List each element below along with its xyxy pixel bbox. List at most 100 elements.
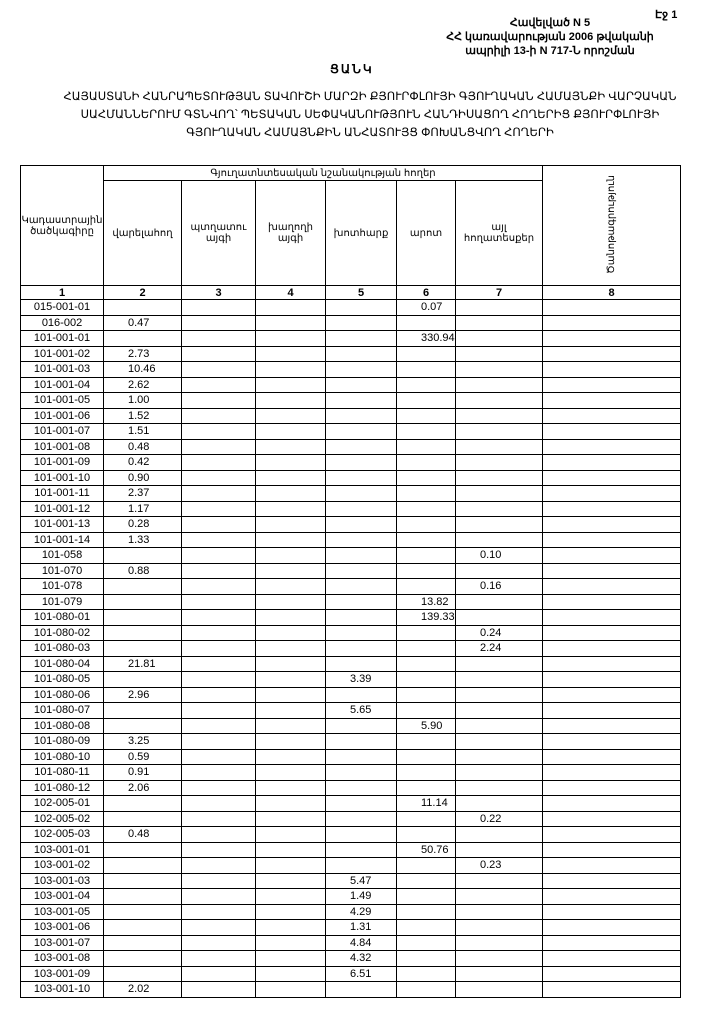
area-cell — [325, 547, 397, 564]
area-cell — [455, 330, 543, 347]
area-cell — [542, 469, 681, 486]
area-cell — [455, 500, 543, 517]
area-cell — [396, 810, 456, 827]
area-cell — [542, 795, 681, 812]
area-cell — [255, 810, 326, 827]
column-number: 6 — [396, 285, 456, 300]
header-note: Ծանոթագրություն — [542, 165, 681, 286]
area-cell — [455, 531, 543, 548]
area-cell — [396, 733, 456, 750]
area-cell — [255, 919, 326, 936]
area-cell — [181, 934, 256, 951]
column-number: 3 — [181, 285, 256, 300]
area-cell — [255, 903, 326, 920]
area-cell — [542, 903, 681, 920]
area-cell — [455, 702, 543, 719]
area-cell — [255, 748, 326, 765]
area-cell — [455, 516, 543, 533]
area-cell — [542, 299, 681, 316]
area-cell — [455, 593, 543, 610]
area-cell: 0.88 — [103, 562, 182, 579]
cadastral-code-cell: 016-002 — [20, 314, 104, 331]
area-cell — [255, 717, 326, 734]
area-cell: 3.39 — [325, 671, 397, 688]
area-cell — [455, 423, 543, 440]
cadastral-code-cell: 101-001-12 — [20, 500, 104, 517]
area-cell — [325, 795, 397, 812]
area-cell — [181, 330, 256, 347]
cadastral-code-cell: 101-001-08 — [20, 438, 104, 455]
area-cell — [396, 857, 456, 874]
area-cell: 0.42 — [103, 454, 182, 471]
area-cell: 0.47 — [103, 314, 182, 331]
area-cell: 21.81 — [103, 655, 182, 672]
table-row: 101-080-08 5.90 — [20, 717, 681, 734]
area-cell — [325, 531, 397, 548]
area-cell — [542, 376, 681, 393]
table-row: 101-001-03 10.46 — [20, 361, 681, 378]
cadastral-code-cell: 101-080-09 — [20, 733, 104, 750]
area-cell — [325, 578, 397, 595]
area-cell — [181, 748, 256, 765]
annex-line-3: ապրիլի 13-ի N 717-Ն որոշման — [465, 45, 635, 57]
cadastral-code-cell: 103-001-07 — [20, 934, 104, 951]
area-cell — [103, 888, 182, 905]
area-cell — [255, 857, 326, 874]
area-cell — [396, 547, 456, 564]
area-cell — [181, 981, 256, 998]
area-cell — [325, 624, 397, 641]
cadastral-code-cell: 101-078 — [20, 578, 104, 595]
area-cell — [455, 609, 543, 626]
document-title: ՀԱՅԱՍՏԱՆԻ ՀԱՆՐԱՊԵՏՈՒԹՅԱՆ ՏԱՎՈՒՇԻ ՄԱՐԶԻ Ք… — [63, 91, 677, 139]
cadastral-code-cell: 101-001-05 — [20, 392, 104, 409]
area-cell — [542, 779, 681, 796]
area-cell — [255, 934, 326, 951]
cadastral-code-cell: 101-080-10 — [20, 748, 104, 765]
cadastral-code-cell: 101-080-06 — [20, 686, 104, 703]
cadastral-code-cell: 101-079 — [20, 593, 104, 610]
area-cell — [396, 578, 456, 595]
area-cell — [255, 454, 326, 471]
area-cell — [542, 361, 681, 378]
area-cell — [325, 733, 397, 750]
area-cell — [103, 299, 182, 316]
table-row: 103-001-03 5.47 — [20, 872, 681, 889]
area-cell — [181, 655, 256, 672]
area-cell — [396, 454, 456, 471]
table-row: 102-005-01 11.14 — [20, 795, 681, 812]
table-row: 101-080-12 2.06 — [20, 779, 681, 796]
table-row: 101-080-07 5.65 — [20, 702, 681, 719]
table-row: 101-080-09 3.25 — [20, 733, 681, 750]
area-cell: 2.37 — [103, 485, 182, 502]
cadastral-code-cell: 101-058 — [20, 547, 104, 564]
area-cell — [542, 423, 681, 440]
area-cell — [325, 330, 397, 347]
area-cell — [396, 392, 456, 409]
header-pasture: արոտ — [396, 180, 456, 286]
area-cell — [455, 655, 543, 672]
table-row: 101-078 0.16 — [20, 578, 681, 595]
area-cell — [542, 841, 681, 858]
table-row: 103-001-04 1.49 — [20, 888, 681, 905]
area-cell — [325, 438, 397, 455]
area-cell — [396, 361, 456, 378]
area-cell — [542, 547, 681, 564]
area-cell — [455, 841, 543, 858]
table-row: 101-080-04 21.81 — [20, 655, 681, 672]
annex-reference: Հավելված N 5 ՀՀ կառավարության 2006 թվակա… — [400, 16, 700, 58]
area-cell — [396, 423, 456, 440]
area-cell — [255, 485, 326, 502]
area-cell — [255, 407, 326, 424]
area-cell — [396, 903, 456, 920]
area-cell — [103, 593, 182, 610]
area-cell — [542, 857, 681, 874]
area-cell — [255, 500, 326, 517]
area-cell — [181, 640, 256, 657]
area-cell — [396, 764, 456, 781]
area-cell — [396, 934, 456, 951]
area-cell — [542, 438, 681, 455]
area-cell — [325, 345, 397, 362]
area-cell — [542, 454, 681, 471]
area-cell — [542, 407, 681, 424]
area-cell — [325, 841, 397, 858]
